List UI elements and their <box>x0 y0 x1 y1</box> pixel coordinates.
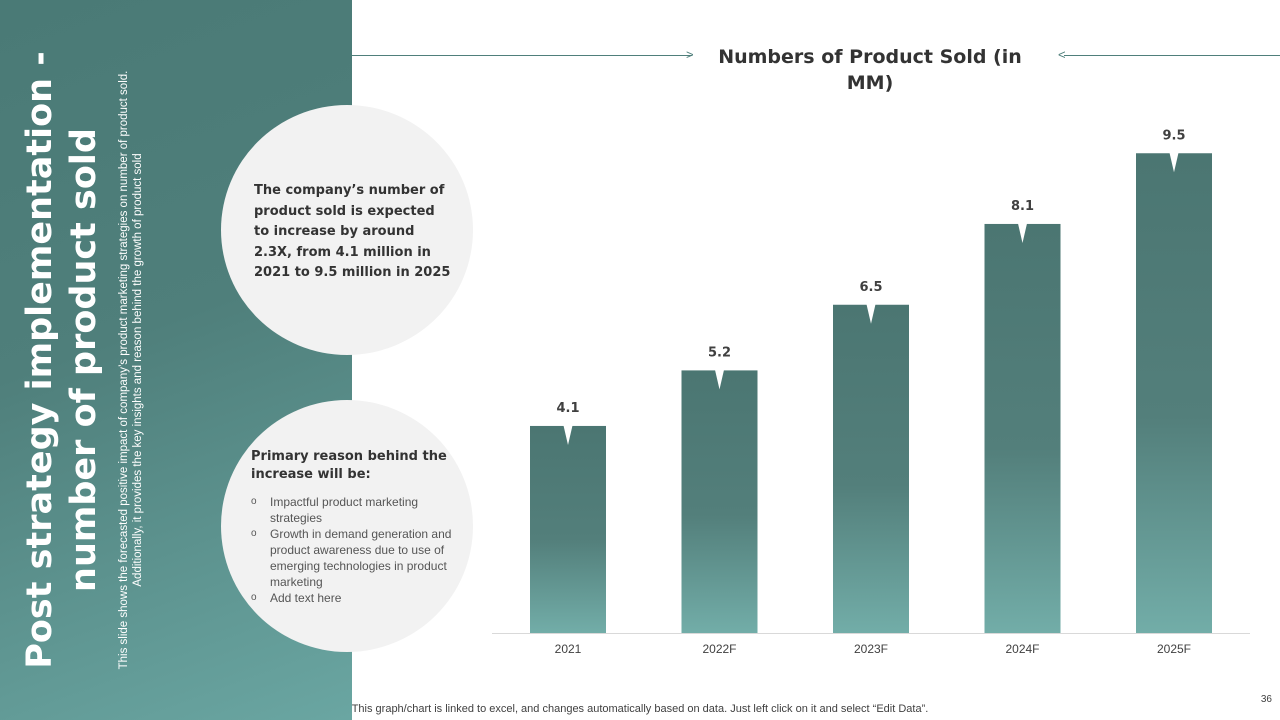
reasons-title: Primary reason behind the increase will … <box>251 449 447 482</box>
bar-2023f[interactable] <box>833 304 909 633</box>
reason-item: Impactful product marketing strategies <box>251 494 465 526</box>
data-label: 4.1 <box>556 401 579 416</box>
bar-notch <box>563 425 573 445</box>
chart-title: Numbers of Product Sold (in MM) <box>718 46 1022 94</box>
insight-text: The company’s number of product sold is … <box>254 183 451 280</box>
arrow-left-icon: < <box>1058 47 1066 62</box>
data-label: 9.5 <box>1162 128 1185 143</box>
bar-notch <box>715 369 724 390</box>
data-label: 5.2 <box>708 345 731 360</box>
footnote: This graph/chart is linked to excel, and… <box>351 703 929 715</box>
title-rule-left <box>352 55 692 56</box>
insight-circle <box>221 105 473 355</box>
bar-2021[interactable] <box>530 425 606 633</box>
bar-2022f[interactable] <box>681 370 758 633</box>
bar-notch <box>1169 152 1179 173</box>
bar-notch <box>1018 223 1027 243</box>
data-label: 6.5 <box>859 280 882 295</box>
bar-2024f[interactable] <box>984 223 1061 633</box>
reason-item: Add text here <box>251 590 465 606</box>
x-tick-label: 2024F <box>1005 642 1039 656</box>
x-tick-label: 2023F <box>854 642 888 656</box>
bar-2025f[interactable] <box>1136 153 1212 633</box>
slide-number: 36 <box>1260 694 1272 705</box>
title-rule-right <box>1064 55 1280 56</box>
x-tick-label: 2022F <box>702 642 736 656</box>
bar-notch <box>866 304 876 324</box>
x-tick-label: 2025F <box>1157 642 1191 656</box>
x-tick-label: 2021 <box>555 642 582 656</box>
reasons-list: Impactful product marketing strategies G… <box>251 494 465 606</box>
arrow-right-icon: > <box>686 47 694 62</box>
reason-item: Growth in demand generation and product … <box>251 526 465 590</box>
data-label: 8.1 <box>1011 199 1034 214</box>
